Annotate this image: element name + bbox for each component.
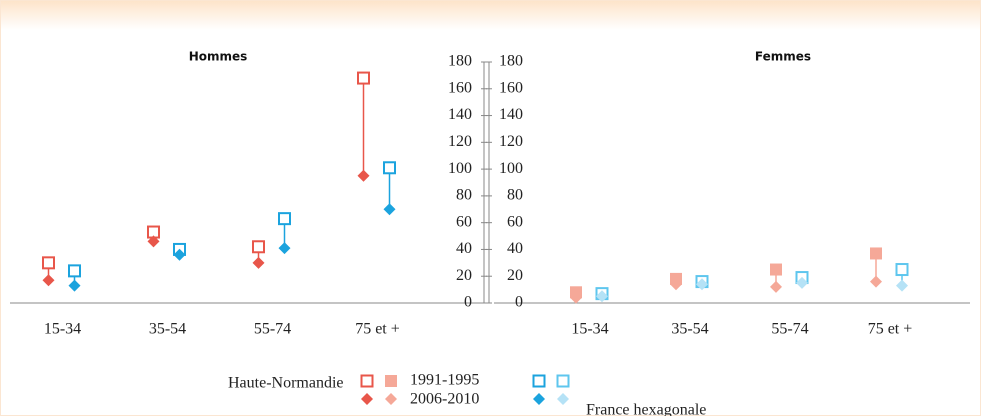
marker — [357, 71, 370, 85]
x-tick-label: 15-34 — [44, 321, 81, 338]
marker — [252, 240, 265, 254]
y-tick-label: 100 — [448, 160, 472, 177]
legend-symbol — [557, 393, 569, 405]
chart-title: Hommes — [189, 50, 248, 64]
marker — [670, 278, 682, 291]
x-tick-label: 55-74 — [771, 321, 808, 338]
marker — [770, 280, 782, 293]
legend-symbol — [361, 393, 373, 405]
x-tick-label: 75 et + — [868, 321, 913, 338]
marker — [596, 290, 608, 303]
legend-symbol — [532, 374, 546, 388]
y-tick-label: 180 — [448, 53, 472, 70]
marker — [383, 203, 396, 216]
x-tick-label: 35-54 — [149, 321, 186, 338]
marker — [895, 263, 909, 277]
marker — [570, 291, 582, 304]
marker — [42, 256, 55, 270]
marker — [357, 169, 370, 182]
marker — [278, 212, 291, 226]
marker — [147, 235, 160, 248]
x-tick-label: 55-74 — [254, 321, 291, 338]
y-tick-label: 60 — [507, 213, 523, 230]
legend-group: France hexagonale — [586, 402, 706, 416]
y-tick-label: 140 — [448, 106, 472, 123]
marker — [770, 263, 782, 276]
marker — [870, 247, 882, 260]
y-tick-label: 140 — [499, 106, 523, 123]
y-tick-label: 180 — [499, 53, 523, 70]
x-tick-label: 35-54 — [671, 321, 708, 338]
marker — [796, 276, 808, 289]
y-tick-label: 160 — [448, 79, 472, 96]
x-tick-label: 75 et + — [355, 321, 400, 338]
y-tick-label: 80 — [507, 187, 523, 204]
legend-period: 1991-1995 — [410, 372, 479, 389]
y-tick-label: 60 — [456, 213, 472, 230]
marker — [252, 256, 265, 269]
header-band — [0, 0, 981, 30]
legend-symbol — [556, 374, 570, 388]
y-tick-label: 100 — [499, 160, 523, 177]
marker — [42, 274, 55, 287]
marker — [896, 279, 908, 292]
marker — [278, 242, 291, 255]
y-tick-label: 40 — [507, 240, 523, 257]
legend-symbol — [360, 374, 374, 388]
y-tick-label: 40 — [456, 240, 472, 257]
marker — [173, 248, 186, 261]
y-tick-label: 20 — [456, 267, 472, 284]
y-tick-label: 160 — [499, 79, 523, 96]
marker — [383, 161, 396, 175]
y-tick-label: 120 — [448, 133, 472, 150]
legend-symbol — [533, 393, 545, 405]
x-tick-label: 15-34 — [571, 321, 608, 338]
y-tick-label: 0 — [515, 294, 523, 311]
marker — [870, 275, 882, 288]
legend-period: 2006-2010 — [410, 391, 479, 408]
legend-symbol — [385, 393, 397, 405]
legend-group: Haute-Normandie — [228, 375, 344, 392]
legend-symbol — [385, 375, 397, 387]
y-tick-label: 0 — [464, 294, 472, 311]
y-tick-label: 120 — [499, 133, 523, 150]
y-tick-label: 20 — [507, 267, 523, 284]
marker — [68, 264, 81, 278]
chart-title: Femmes — [755, 50, 811, 64]
y-tick-label: 80 — [456, 187, 472, 204]
marker — [696, 278, 708, 291]
marker — [68, 279, 81, 292]
